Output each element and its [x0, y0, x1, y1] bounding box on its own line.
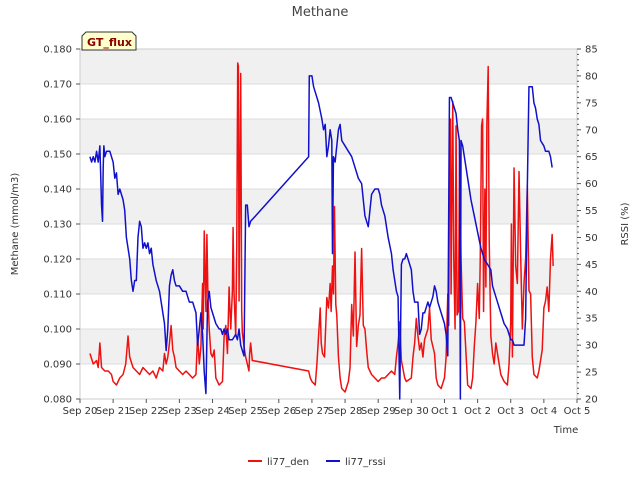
x-tick-label: Sep 28 [328, 406, 363, 417]
x-tick-label: Sep 30 [394, 406, 429, 417]
badge-box [81, 31, 137, 51]
right-tick-label: 35 [585, 314, 598, 325]
chart-title: Methane [292, 5, 349, 20]
right-axis-title: RSSI (%) [620, 202, 631, 245]
x-tick-label: Sep 21 [96, 406, 131, 417]
x-tick-label: Oct 1 [431, 406, 458, 417]
legend-label-rssi: li77_rssi [345, 457, 386, 468]
right-axis-ticks: 20 25 30 35 40 45 50 55 60 65 70 75 80 85 [577, 45, 598, 406]
badge-label: GT_flux [87, 36, 132, 49]
grid-band [80, 329, 577, 364]
x-tick-label: Oct 3 [497, 406, 524, 417]
grid-band [80, 259, 577, 294]
x-tick-label: Oct 2 [464, 406, 491, 417]
right-tick-label: 50 [585, 233, 598, 244]
x-tick-label: Sep 26 [261, 406, 296, 417]
grid-band [80, 189, 577, 224]
x-tick-label: Sep 24 [195, 406, 230, 417]
left-tick-label: 0.160 [43, 115, 72, 126]
plot-bands [80, 49, 577, 364]
x-tick-label: Sep 20 [63, 406, 98, 417]
series-layer [89, 62, 554, 400]
x-tick-label: Sep 27 [295, 406, 330, 417]
right-tick-label: 25 [585, 368, 598, 379]
right-tick-label: 30 [585, 341, 598, 352]
legend-label-den: li77_den [267, 457, 309, 468]
right-tick-label: 55 [585, 206, 598, 217]
gt-flux-badge: GT_flux [81, 31, 137, 51]
left-axis-title: Methane (mmol/m3) [10, 173, 21, 276]
left-tick-label: 0.120 [43, 255, 72, 266]
left-tick-label: 0.140 [43, 185, 72, 196]
right-tick-label: 85 [585, 45, 598, 56]
x-tick-label: Sep 25 [228, 406, 263, 417]
grid-band [80, 49, 577, 84]
right-tick-label: 75 [585, 98, 598, 109]
x-tick-label: Oct 4 [530, 406, 557, 417]
left-tick-label: 0.090 [43, 360, 72, 371]
x-tick-label: Sep 29 [361, 406, 396, 417]
x-tick-label: Oct 5 [564, 406, 591, 417]
left-tick-label: 0.130 [43, 220, 72, 231]
left-tick-label: 0.110 [43, 290, 72, 301]
right-tick-label: 45 [585, 260, 598, 271]
right-tick-label: 60 [585, 179, 598, 190]
right-tick-label: 65 [585, 152, 598, 163]
series-line-li77_den [89, 62, 554, 393]
x-tick-label: Sep 22 [129, 406, 164, 417]
right-tick-label: 80 [585, 71, 598, 82]
grid-lines [80, 48, 577, 400]
right-tick-label: 20 [585, 395, 598, 406]
left-axis-ticks: 0.080 0.090 0.100 0.110 0.120 0.130 0.140 0.150… [43, 45, 80, 406]
x-axis-title: Time [553, 425, 578, 436]
left-tick-label: 0.150 [43, 150, 72, 161]
left-tick-label: 0.170 [43, 80, 72, 91]
right-tick-label: 40 [585, 287, 598, 298]
left-tick-label: 0.080 [43, 395, 72, 406]
series-line-li77_rssi [89, 75, 553, 400]
right-tick-label: 70 [585, 125, 598, 136]
left-tick-label: 0.100 [43, 325, 72, 336]
left-tick-label: 0.180 [43, 45, 72, 56]
legend: li77_den li77_rssi [248, 457, 386, 468]
x-tick-label: Sep 23 [162, 406, 197, 417]
